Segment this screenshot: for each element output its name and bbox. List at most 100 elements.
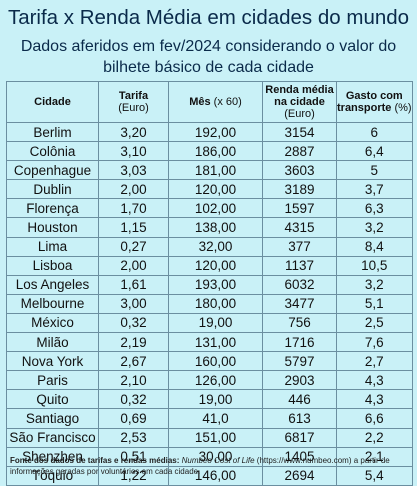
cell-pct: 4,3	[336, 389, 413, 410]
header-pct-line-1: Gasto com	[345, 90, 403, 102]
cell-city: Melbourne	[6, 293, 99, 314]
cell-city: Colônia	[6, 141, 99, 162]
cell-pct: 3,2	[336, 274, 413, 295]
cell-city: Lima	[6, 236, 99, 257]
cell-income: 1716	[262, 332, 337, 353]
cell-income: 756	[262, 312, 337, 334]
cell-pct: 5	[336, 160, 413, 181]
header-month-label: Mês	[189, 96, 211, 108]
table-row: Copenhague 3,03 181,00 3603 5	[6, 160, 413, 181]
cell-fare: 3,00	[98, 293, 169, 314]
cell-fare: 0,69	[98, 408, 169, 429]
cell-income: 1597	[262, 198, 337, 219]
cell-city: Lisboa	[6, 255, 99, 276]
cell-income: 613	[262, 408, 337, 429]
header-fare-label: Tarifa	[118, 90, 149, 102]
table-row: México 0,32 19,00 756 2,5	[6, 312, 413, 334]
table-row: São Francisco 2,53 151,00 6817 2,2	[6, 427, 413, 448]
table-row: Houston 1,15 138,00 4315 3,2	[6, 217, 413, 238]
cell-month: 160,00	[168, 351, 263, 372]
cell-month: 192,00	[168, 121, 263, 143]
cell-pct: 6,4	[336, 141, 413, 162]
cell-pct: 2,5	[336, 312, 413, 334]
cell-fare: 2,00	[98, 255, 169, 276]
cell-pct: 7,6	[336, 332, 413, 353]
cell-pct: 6,3	[336, 198, 413, 219]
table-row: Dublin 2,00 120,00 3189 3,7	[6, 179, 413, 200]
cell-fare: 3,03	[98, 160, 169, 181]
cell-month: 19,00	[168, 389, 263, 410]
cell-income: 446	[262, 389, 337, 410]
cell-city: Florença	[6, 198, 99, 219]
cell-month: 41,0	[168, 408, 263, 429]
cell-city: Dublin	[6, 179, 99, 200]
header-city-label: Cidade	[34, 96, 71, 108]
cell-month: 180,00	[168, 293, 263, 314]
cell-city: São Francisco	[6, 427, 99, 448]
cell-pct: 6,6	[336, 408, 413, 429]
cell-pct: 2,2	[336, 427, 413, 448]
cell-city: Copenhague	[6, 160, 99, 181]
cell-pct: 5,1	[336, 293, 413, 314]
cell-fare: 0,32	[98, 389, 169, 410]
header-pct-unit: (%)	[394, 102, 412, 114]
table-row: Santiago 0,69 41,0 613 6,6	[6, 408, 413, 429]
table-header-row: Cidade Tarifa (Euro) Mês (x 60) Renda mé…	[6, 81, 413, 123]
cell-fare: 0,32	[98, 312, 169, 334]
cell-fare: 3,20	[98, 121, 169, 143]
cell-fare: 3,10	[98, 141, 169, 162]
cell-month: 181,00	[168, 160, 263, 181]
table-row: Los Angeles 1,61 193,00 6032 3,2	[6, 274, 413, 295]
table-row: Paris 2,10 126,00 2903 4,3	[6, 370, 413, 391]
cell-pct: 6	[336, 121, 413, 143]
cell-month: 186,00	[168, 141, 263, 162]
cell-city: Nova York	[6, 351, 99, 372]
cell-pct: 2,1	[336, 446, 413, 467]
cell-city: Santiago	[6, 408, 99, 429]
cell-month: 19,00	[168, 312, 263, 334]
cell-pct: 4,3	[336, 370, 413, 391]
cell-income: 5797	[262, 351, 337, 372]
cell-income: 1137	[262, 255, 337, 276]
header-pct: Gasto com transporte (%)	[336, 81, 413, 123]
table-body: Berlim 3,20 192,00 3154 6 Colônia 3,10 186,00 28…	[6, 121, 413, 486]
cell-city: Paris	[6, 370, 99, 391]
cell-month: 102,00	[168, 198, 263, 219]
header-income-line-1: Renda média	[265, 84, 334, 96]
cell-fare: 2,10	[98, 370, 169, 391]
header-fare-unit: (Euro)	[118, 102, 149, 114]
cell-month: 193,00	[168, 274, 263, 295]
cell-month: 120,00	[168, 179, 263, 200]
cell-pct: 8,4	[336, 236, 413, 257]
cell-fare: 1,61	[98, 274, 169, 295]
cell-fare: 1,70	[98, 198, 169, 219]
header-pct-line-2: transporte	[337, 102, 392, 114]
table-row: Milão 2,19 131,00 1716 7,6	[6, 332, 413, 353]
header-city: Cidade	[6, 81, 99, 123]
table-row: Melbourne 3,00 180,00 3477 5,1	[6, 293, 413, 314]
cell-income: 3189	[262, 179, 337, 200]
header-income-line-2: na cidade	[274, 96, 325, 108]
table-row: Berlim 3,20 192,00 3154 6	[6, 121, 413, 143]
source-footnote: Fonte dos dados de tarifas e rendas médi…	[10, 455, 405, 477]
header-month-unit: (x 60)	[213, 96, 242, 108]
table-row: Quito 0,32 19,00 446 4,3	[6, 389, 413, 410]
cell-income: 6032	[262, 274, 337, 295]
cell-income: 3477	[262, 293, 337, 314]
cell-month: 138,00	[168, 217, 263, 238]
cell-income: 3603	[262, 160, 337, 181]
cell-income: 2694	[262, 465, 337, 486]
cell-pct: 10,5	[336, 255, 413, 276]
cell-city: Los Angeles	[6, 274, 99, 295]
header-month: Mês (x 60)	[168, 81, 263, 123]
table-row: Colônia 3,10 186,00 2887 6,4	[6, 141, 413, 162]
cell-income: 377	[262, 236, 337, 257]
cell-pct: 3,2	[336, 217, 413, 238]
subtitle-line-2: bilhete básico de cada cidade	[103, 59, 314, 76]
cell-city: Quito	[6, 389, 99, 410]
header-income: Renda média na cidade (Euro)	[262, 81, 337, 123]
cell-income: 4315	[262, 217, 337, 238]
cell-fare: 2,53	[98, 427, 169, 448]
cell-income: 6817	[262, 427, 337, 448]
cell-income: 2903	[262, 370, 337, 391]
